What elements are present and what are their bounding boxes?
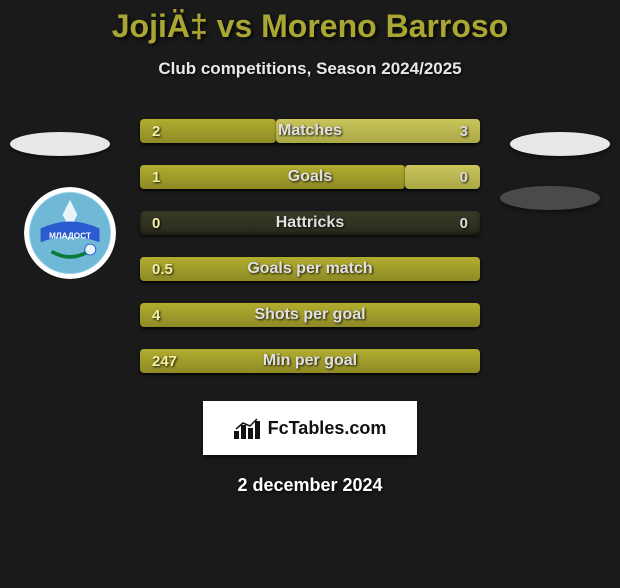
page-title: JojiÄ‡ vs Moreno Barroso (0, 8, 620, 45)
stat-left-fill (140, 119, 276, 143)
stat-right-value: 0 (460, 165, 468, 189)
stat-left-value: 2 (152, 119, 160, 143)
svg-text:МЛАДОСТ: МЛАДОСТ (49, 232, 91, 241)
stat-row: 0.5Goals per match (140, 257, 480, 281)
stat-left-fill (140, 165, 405, 189)
stat-left-value: 1 (152, 165, 160, 189)
subtitle: Club competitions, Season 2024/2025 (0, 59, 620, 79)
stat-left-fill (140, 257, 480, 281)
stat-right-value: 3 (460, 119, 468, 143)
player-left-pill (10, 132, 110, 156)
stat-row: 247Min per goal (140, 349, 480, 373)
bar-chart-icon (234, 417, 262, 439)
stat-left-value: 247 (152, 349, 177, 373)
player-right-shadow-pill (500, 186, 600, 210)
stat-row: 4Shots per goal (140, 303, 480, 327)
stat-right-fill (276, 119, 480, 143)
stat-row: 23Matches (140, 119, 480, 143)
stat-right-value: 0 (460, 211, 468, 235)
footer-brand-text: FcTables.com (268, 418, 387, 439)
stat-left-value: 0 (152, 211, 160, 235)
stat-right-fill (405, 165, 480, 189)
stat-track (140, 211, 480, 235)
player-right-pill (510, 132, 610, 156)
stat-left-value: 4 (152, 303, 160, 327)
footer-date: 2 december 2024 (0, 475, 620, 496)
stat-row: 00Hattricks (140, 211, 480, 235)
stat-left-fill (140, 303, 480, 327)
club-badge-icon: МЛАДОСТ (24, 187, 116, 279)
footer-brand-badge[interactable]: FcTables.com (203, 401, 417, 455)
stat-left-fill (140, 349, 480, 373)
stat-row: 10Goals (140, 165, 480, 189)
stat-left-value: 0.5 (152, 257, 173, 281)
